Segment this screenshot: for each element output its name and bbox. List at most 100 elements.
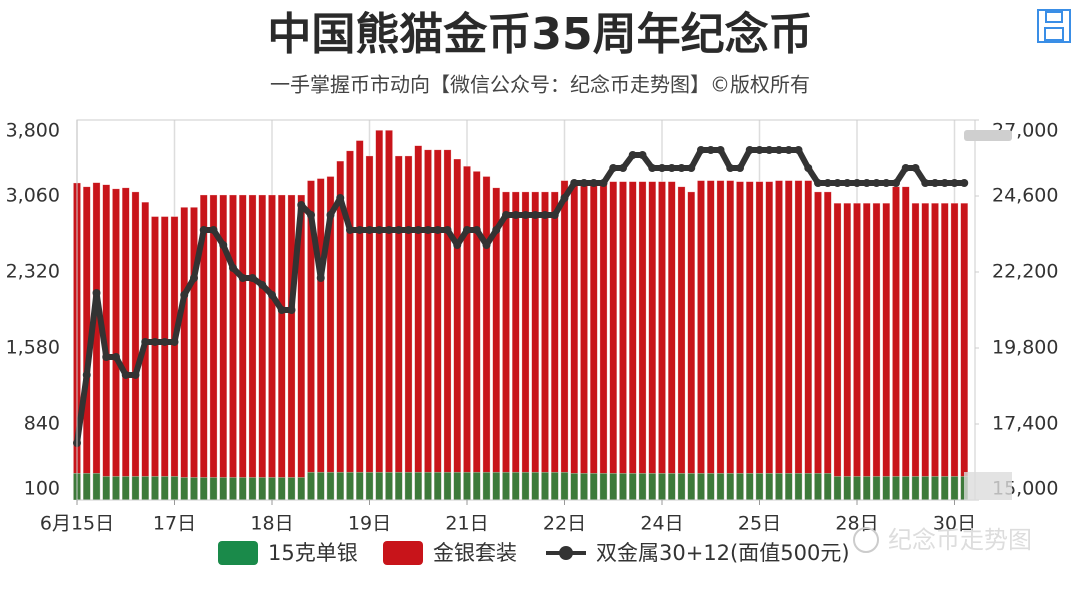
bar (258, 477, 267, 501)
line-point (755, 145, 764, 154)
bar (843, 476, 852, 501)
bar (892, 186, 900, 501)
line-point (589, 178, 598, 187)
bar (911, 202, 920, 501)
bar (736, 472, 744, 501)
bar (697, 472, 705, 501)
line-point (404, 225, 413, 234)
bar (121, 476, 130, 501)
line-point (453, 240, 462, 249)
line-point (765, 145, 774, 154)
bar (940, 476, 949, 501)
bar (541, 191, 549, 501)
bar (921, 202, 930, 501)
bar (355, 140, 364, 501)
bar (131, 191, 140, 501)
bar (541, 471, 549, 501)
line-point (307, 211, 315, 219)
bar (823, 472, 832, 501)
line-point (804, 164, 813, 173)
legend-marker (559, 546, 573, 560)
bar (375, 129, 384, 501)
line-point (726, 164, 735, 173)
line-point (365, 225, 374, 234)
line-point (872, 178, 881, 187)
line-point (599, 178, 608, 187)
line-point (209, 225, 218, 234)
bar (853, 202, 861, 501)
bar (619, 181, 627, 501)
line-point (385, 225, 393, 234)
legend-item[interactable]: 金银套装 (383, 541, 517, 565)
bar (784, 180, 793, 501)
watermark-text: 纪念币走势图 (888, 526, 1032, 554)
line-point (521, 211, 530, 219)
bar (268, 194, 276, 501)
line-point (131, 370, 140, 379)
line-point (882, 178, 891, 187)
bar (433, 471, 442, 501)
bar (550, 191, 559, 501)
x-tick-label: 30日 (933, 513, 976, 535)
line-point (814, 178, 822, 187)
chart-subtitle: 一手掌握币市动向【微信公众号：纪念币走势图】©版权所有 (270, 73, 810, 97)
line-point (570, 178, 579, 187)
line-point (268, 290, 276, 299)
x-tick-label: 22日 (543, 513, 586, 535)
legend-item[interactable]: 双金属30+12(面值500元) (546, 541, 850, 565)
bar (424, 471, 432, 501)
zoom-handle[interactable] (964, 130, 1012, 141)
bar (141, 476, 150, 501)
legend-item[interactable]: 15克单银 (218, 541, 358, 565)
bar (112, 476, 120, 501)
bar (297, 477, 306, 501)
bar (560, 471, 569, 501)
bar (755, 181, 764, 501)
bar (931, 202, 939, 501)
bar (716, 180, 725, 501)
line-point (463, 225, 471, 234)
bar (570, 180, 579, 501)
x-tick-label: 24日 (640, 513, 683, 535)
save-icon[interactable] (1037, 9, 1071, 43)
line-series (73, 145, 969, 447)
bar (404, 471, 413, 501)
x-tick-label: 21日 (445, 513, 488, 535)
line-point (960, 178, 969, 187)
line-point (950, 178, 959, 187)
bar (814, 472, 822, 501)
line-point (853, 178, 861, 187)
bar (414, 471, 423, 501)
bar (599, 472, 608, 501)
bar (677, 186, 686, 501)
bar (531, 191, 540, 501)
line-point (638, 150, 647, 159)
line-point (511, 211, 520, 219)
line-point (248, 273, 257, 282)
bar (638, 472, 647, 501)
bar (199, 477, 208, 501)
line-point (580, 178, 588, 187)
bar (745, 181, 754, 501)
bar (463, 471, 471, 501)
bar (882, 202, 891, 501)
bar (394, 155, 403, 501)
bar (765, 472, 774, 501)
line-point (560, 193, 569, 202)
bar (170, 216, 179, 501)
line-point (628, 150, 637, 159)
bar (102, 476, 111, 501)
line-point (82, 370, 91, 379)
zoom-handle[interactable] (964, 472, 1012, 500)
bar (726, 180, 735, 501)
line-point (648, 164, 657, 173)
line-point (414, 225, 423, 234)
bar (589, 180, 598, 501)
line-point (745, 145, 754, 154)
y2-tick-label: 17,400 (992, 413, 1058, 435)
bar (482, 471, 491, 501)
bar (316, 471, 325, 501)
line-point (677, 164, 686, 173)
line-point (316, 273, 325, 282)
